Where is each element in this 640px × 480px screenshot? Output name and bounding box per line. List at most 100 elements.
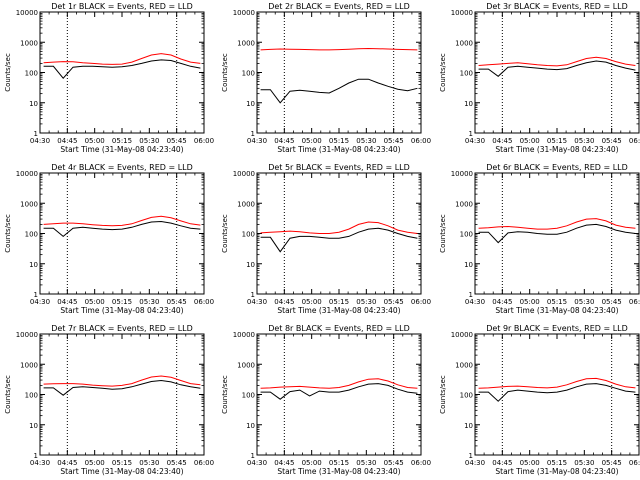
x-tick-label: 05:15 [329,137,349,145]
y-axis-label: Counts/sec [221,214,229,253]
x-tick-label: 04:30 [30,459,50,467]
x-axis-label: Start Time (31-May-08 04:23:40) [495,306,618,315]
plot-frame [256,11,422,134]
y-tick-label: 1 [34,130,38,138]
y-tick-label: 1 [251,452,255,460]
chart-title: Det 6r BLACK = Events, RED = LLD [486,163,628,172]
x-tick-label: 04:30 [247,298,267,306]
series-lld [478,56,636,67]
series-lld [43,375,201,387]
y-tick-label: 10 [29,422,38,430]
x-tick-label: 05:15 [547,459,567,467]
series-events [43,59,201,79]
x-tick-label: 05:30 [139,137,159,145]
chart-title: Det 3r BLACK = Events, RED = LLD [486,2,628,11]
x-tick-label: 05:30 [574,459,594,467]
x-tick-label: 05:45 [602,459,622,467]
x-tick-label: 05:45 [384,298,404,306]
x-axis-label: Start Time (31-May-08 04:23:40) [495,145,618,154]
x-tick-label: 05:00 [85,459,105,467]
y-tick-label: 1000 [237,361,255,369]
x-tick-label: 06:00 [411,459,431,467]
y-tick-label: 10000 [16,170,38,178]
x-tick-label: 04:45 [274,137,294,145]
y-tick-label: 10000 [16,331,38,339]
x-tick-label: 05:15 [547,298,567,306]
y-tick-label: 100 [460,231,473,239]
x-tick-label: 06:00 [411,137,431,145]
y-tick-label: 10 [29,261,38,269]
x-tick-label: 05:00 [302,459,322,467]
x-tick-label: 06:00 [411,298,431,306]
series-lld [260,378,418,389]
panel-8: Det 8r BLACK = Events, RED = LLD 1 10 100 10… [221,324,431,476]
series-events [260,78,418,104]
x-tick-label: 06:00 [194,298,214,306]
plot-frame [474,172,640,295]
y-tick-label: 1 [34,452,38,460]
x-axis-label: Start Time (31-May-08 04:23:40) [60,306,183,315]
y-axis-label: Counts/sec [221,375,229,414]
y-tick-label: 10 [29,100,38,108]
chart-title: Det 2r BLACK = Events, RED = LLD [268,2,410,11]
panel-7: Det 7r BLACK = Events, RED = LLD 1 10 100 10… [4,324,214,476]
y-axis-label: Counts/sec [439,53,447,92]
y-tick-label: 100 [460,70,473,78]
series-lld [260,47,418,51]
y-tick-label: 10 [464,261,473,269]
plot-frame [256,333,422,456]
plot-frame [474,333,640,456]
x-tick-label: 05:30 [574,298,594,306]
y-axis-label: Counts/sec [4,53,12,92]
x-tick-label: 05:15 [112,137,132,145]
y-tick-label: 100 [242,392,255,400]
plot-frame [39,172,205,295]
chart-title: Det 7r BLACK = Events, RED = LLD [51,324,193,333]
y-tick-label: 10 [246,100,255,108]
series-lld [260,221,418,234]
y-axis-label: Counts/sec [439,214,447,253]
x-tick-label: 05:30 [356,298,376,306]
x-tick-label: 05:00 [520,459,540,467]
y-tick-label: 1000 [237,39,255,47]
x-tick-label: 05:15 [112,298,132,306]
y-tick-label: 1000 [455,361,473,369]
x-tick-label: 04:30 [465,137,485,145]
x-tick-label: 05:45 [167,137,187,145]
x-tick-label: 05:45 [167,298,187,306]
x-tick-label: 04:45 [492,298,512,306]
series-events [478,383,636,402]
x-tick-label: 04:45 [274,459,294,467]
x-tick-label: 05:15 [329,298,349,306]
x-tick-label: 04:45 [57,298,77,306]
panel-3: Det 3r BLACK = Events, RED = LLD 1 10 100 10… [439,2,640,154]
y-tick-label: 100 [242,70,255,78]
x-tick-label: 05:00 [85,298,105,306]
y-axis-label: Counts/sec [4,214,12,253]
x-axis-label: Start Time (31-May-08 04:23:40) [277,145,400,154]
chart-title: Det 8r BLACK = Events, RED = LLD [268,324,410,333]
x-tick-label: 05:30 [356,459,376,467]
y-tick-label: 10000 [451,9,473,17]
x-tick-label: 05:15 [112,459,132,467]
series-lld [478,218,636,230]
x-tick-label: 05:30 [139,298,159,306]
series-events [43,220,201,238]
panel-5: Det 5r BLACK = Events, RED = LLD 1 10 100 10… [221,163,431,315]
x-tick-label: 04:45 [492,459,512,467]
x-tick-label: 06:00 [194,459,214,467]
x-axis-label: Start Time (31-May-08 04:23:40) [277,306,400,315]
y-tick-label: 10000 [16,9,38,17]
x-tick-label: 04:30 [465,298,485,306]
x-tick-label: 06:00 [629,298,640,306]
panel-2: Det 2r BLACK = Events, RED = LLD 1 10 100 10… [221,2,431,154]
y-tick-label: 1000 [237,200,255,208]
y-tick-label: 1 [34,291,38,299]
y-tick-label: 10 [246,422,255,430]
x-tick-label: 04:30 [30,137,50,145]
chart-title: Det 9r BLACK = Events, RED = LLD [486,324,628,333]
series-lld [43,215,201,227]
x-axis-label: Start Time (31-May-08 04:23:40) [277,467,400,476]
y-tick-label: 1000 [20,200,38,208]
series-events [478,223,636,244]
